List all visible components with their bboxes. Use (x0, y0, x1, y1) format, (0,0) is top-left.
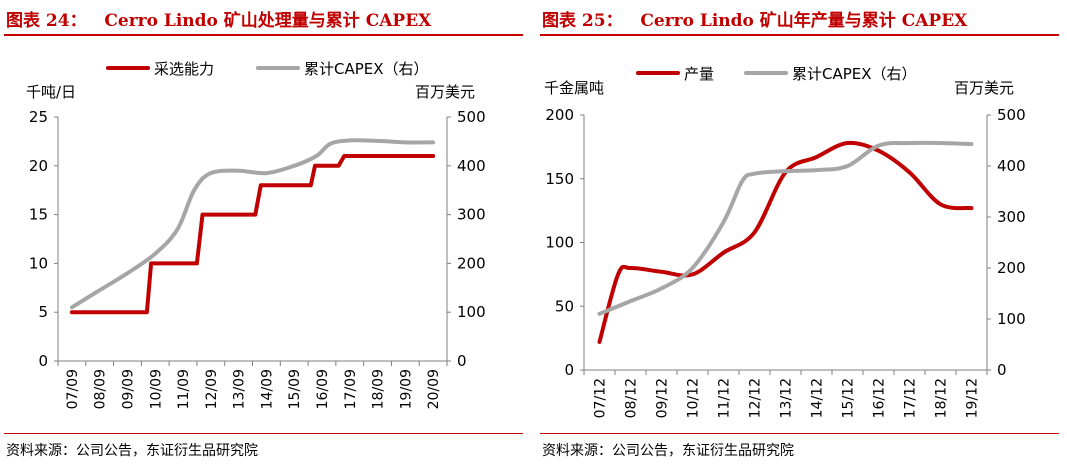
source-note: 资料来源：公司公告，东证衍生品研究院 (542, 443, 794, 459)
x-tick-label: 11/12 (717, 378, 733, 418)
x-tick-label: 09/09 (120, 369, 136, 409)
chart-panel-24: 图表 24： Cerro Lindo 矿山处理量与累计 CAPEX 0 5 10 15… (0, 0, 527, 475)
y-tick-label-right: 400 (997, 157, 1026, 175)
y-tick-label-right: 500 (997, 106, 1026, 124)
x-tick-label: 17/12 (903, 378, 919, 418)
x-tick-label: 15/09 (287, 369, 303, 409)
y-tick-label-right: 300 (997, 208, 1026, 226)
y-axis-label-left: 千吨/日 (26, 83, 76, 101)
x-tick-label: 18/12 (934, 378, 950, 418)
chart-title-24: 图表 24： Cerro Lindo 矿山处理量与累计 CAPEX (6, 11, 432, 31)
chart-24-svg: 0 5 10 15 20 25 0 100 200 300 400 500 07/09 08/09 09/0… (26, 60, 486, 409)
chart-title-25: 图表 25： Cerro Lindo 矿山年产量与累计 CAPEX (542, 11, 968, 31)
y-tick-label-right: 300 (457, 206, 486, 224)
y-tick-label-right: 400 (457, 157, 486, 175)
legend-label: 累计CAPEX（右） (304, 60, 429, 78)
y-tick-label-right: 200 (997, 259, 1026, 277)
x-tick-label: 12/12 (748, 378, 764, 418)
y-tick-label-left: 15 (29, 206, 48, 224)
x-tick-label: 13/09 (232, 369, 248, 409)
series-line-red (69, 154, 436, 315)
y-tick-label-right: 0 (997, 361, 1007, 379)
y-tick-label-right: 100 (997, 310, 1026, 328)
chart-panel-25: 图表 25： Cerro Lindo 矿山年产量与累计 CAPEX 0 50 100… (536, 0, 1063, 475)
series-line-gray (597, 140, 974, 316)
source-rule (4, 433, 523, 434)
x-tick-label: 12/09 (204, 369, 220, 409)
x-tick-label: 08/09 (93, 369, 109, 409)
legend-label: 累计CAPEX（右） (792, 65, 917, 83)
x-tick-label: 14/09 (259, 369, 275, 409)
x-tick-label: 13/12 (779, 378, 795, 418)
x-tick-label: 14/12 (810, 378, 826, 418)
x-tick-label: 11/09 (176, 369, 192, 409)
y-tick-label-left: 20 (29, 157, 48, 175)
x-tick-label: 08/12 (624, 378, 640, 418)
legend-label: 产量 (684, 65, 714, 83)
y-tick-label-right: 200 (457, 254, 486, 272)
y-tick-label-left: 200 (545, 106, 574, 124)
x-tick-label: 09/12 (655, 378, 671, 418)
y-tick-label-left: 25 (29, 108, 48, 126)
x-tick-label: 07/09 (65, 369, 81, 409)
x-tick-label: 15/12 (841, 378, 857, 418)
x-tick-label: 16/12 (872, 378, 888, 418)
x-tick-label: 16/09 (315, 369, 331, 409)
y-tick-label-left: 0 (38, 352, 48, 370)
x-tick-label: 18/09 (371, 369, 387, 409)
y-tick-label-left: 10 (29, 254, 48, 272)
chart-25-svg: 0 50 100 150 200 0 100 200 300 400 500 07/12 08/12 09… (544, 65, 1026, 418)
x-tick-label: 20/09 (426, 369, 442, 409)
y-tick-label-right: 100 (457, 303, 486, 321)
y-tick-label-left: 0 (564, 361, 574, 379)
series-line-gray (69, 138, 436, 310)
source-note: 资料来源：公司公告，东证衍生品研究院 (6, 443, 258, 459)
title-rule (540, 34, 1059, 36)
x-tick-label: 07/12 (593, 378, 609, 418)
y-axis-label-right: 百万美元 (954, 79, 1014, 97)
y-axis-label-left: 千金属吨 (544, 79, 604, 97)
y-tick-label-left: 5 (38, 303, 48, 321)
y-axis-label-right: 百万美元 (415, 83, 475, 101)
y-tick-label-left: 100 (545, 234, 574, 252)
y-tick-label-left: 50 (555, 297, 574, 315)
x-tick-label: 17/09 (343, 369, 359, 409)
title-rule (4, 34, 523, 36)
x-tick-label: 19/09 (398, 369, 414, 409)
source-rule (540, 433, 1059, 434)
y-tick-label-right: 500 (457, 108, 486, 126)
y-tick-label-right: 0 (457, 352, 467, 370)
x-tick-label: 10/12 (686, 378, 702, 418)
legend-label: 采选能力 (154, 60, 214, 78)
x-tick-label: 19/12 (965, 378, 981, 418)
y-tick-label-left: 150 (545, 170, 574, 188)
series-line-red (597, 140, 974, 344)
x-tick-label: 10/09 (148, 369, 164, 409)
